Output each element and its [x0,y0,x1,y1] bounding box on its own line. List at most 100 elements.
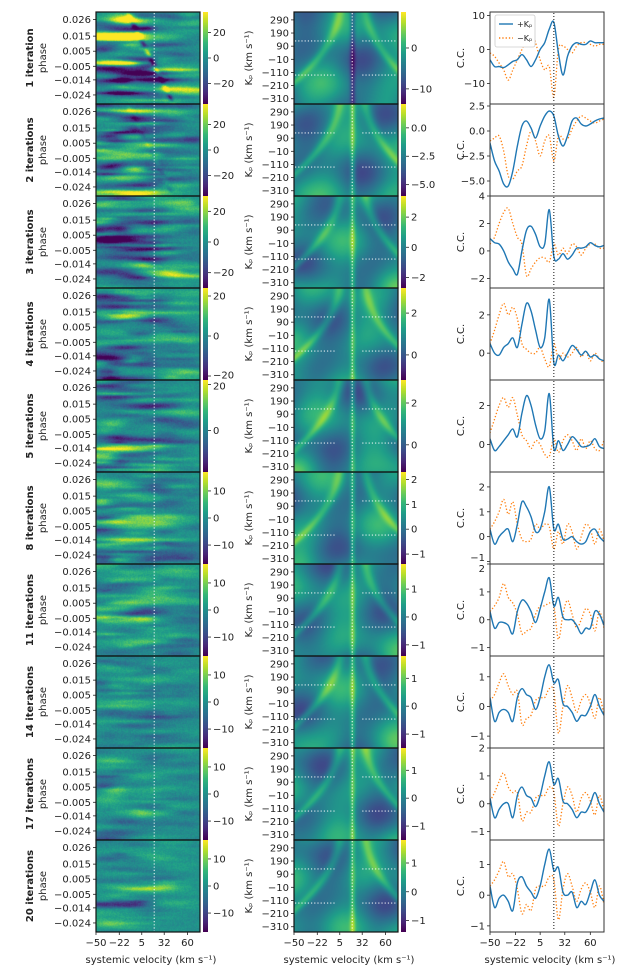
plus-kp-line [490,298,604,367]
colorbar [203,380,208,472]
kp-velocity-heatmap [294,564,398,656]
x-tick-label: −50 [479,938,500,949]
colorbar-tick-label: −1 [411,640,426,651]
cc-panel [490,564,604,656]
phase-velocity-heatmap [96,196,200,288]
colorbar-tick-label: −10 [213,909,234,920]
y-axis-label: phase [38,43,49,73]
y-tick-label: 190 [270,489,289,500]
y-tick-label: −0.014 [54,811,91,822]
y-axis-label: C.C. [456,876,467,896]
x-tick-label: 5 [337,938,343,949]
legend-label: −Kₚ [517,34,532,43]
colorbar-tick-label: 0 [213,54,219,65]
y-tick-label: −10 [268,699,289,710]
colorbar [203,472,208,564]
y-tick-label: 0.015 [62,124,91,135]
heatmap-frame [95,11,201,105]
colorbar-tick-label: 2 [411,475,417,486]
colorbar-tick-label: −20 [213,268,234,279]
phase-velocity-heatmap [96,564,200,656]
colorbar-tick-label: 0 [213,146,219,157]
y-axis-label: C.C. [456,508,467,528]
y-tick-label: −0.024 [54,366,91,377]
y-tick-label: 1 [479,860,485,871]
y-tick-label: −0.014 [54,627,91,638]
y-tick-label: −0.024 [54,458,91,469]
y-tick-label: −0.005 [54,798,91,809]
y-axis-label: Kₚ (km s⁻¹) [244,398,255,453]
plus-kp-line [490,576,604,635]
phase-velocity-heatmap [96,104,200,196]
x-tick-label: 5 [139,938,145,949]
colorbar-tick-label: 0 [213,426,219,437]
colorbar-tick-label: 10 [213,670,226,681]
y-axis-label: C.C. [456,48,467,68]
x-axis-label: systemic velocity (km s⁻¹) [86,955,217,966]
colorbar-tick-label: 0 [411,702,417,713]
kp-velocity-heatmap [294,12,398,104]
colorbar-tick-label: 20 [213,292,226,303]
y-tick-label: 0.015 [62,584,91,595]
colorbar [203,840,208,932]
y-tick-label: −0.014 [54,903,91,914]
colorbar-tick-label: 1 [411,859,417,870]
y-tick-label: −10 [268,147,289,158]
y-tick-label: −0.024 [54,918,91,929]
y-tick-label: −0.005 [54,522,91,533]
y-tick-label: −210 [262,633,289,644]
y-tick-label: −0.005 [54,154,91,165]
heatmap-frame [95,379,201,473]
colorbar-tick-label: −20 [213,79,234,90]
y-tick-label: 290 [270,751,289,762]
y-tick-label: −5.0 [461,177,485,188]
y-tick-label: 0.005 [62,415,91,426]
plus-kp-line [490,20,604,76]
plus-kp-line [490,110,604,188]
y-tick-label: −0.005 [54,430,91,441]
y-axis-label: phase [38,227,49,257]
y-tick-label: 1 [479,672,485,683]
y-tick-label: 0 [479,702,485,713]
y-tick-label: 0.026 [62,199,91,210]
x-tick-label: 60 [584,938,597,949]
heatmap-frame [293,287,399,381]
y-tick-label: 0.026 [62,107,91,118]
y-tick-label: 0.026 [62,291,91,302]
row-label: 4 iterations [25,301,36,366]
colorbar-tick-label: −10 [213,633,234,644]
colorbar-tick-label: 0 [213,882,219,893]
row-label: 17 iterations [25,758,36,830]
phase-velocity-heatmap [96,656,200,748]
y-tick-label: 0.005 [62,507,91,518]
cc-panel [490,104,604,196]
colorbar [401,196,406,288]
y-tick-label: 90 [276,226,289,237]
y-tick-label: −0.014 [54,535,91,546]
plus-kp-line [490,392,604,452]
y-tick-label: −210 [262,725,289,736]
colorbar-tick-label: −20 [213,370,234,381]
colorbar-tick-label: 0 [411,612,417,623]
y-axis-label: C.C. [456,600,467,620]
colorbar [401,656,406,748]
colorbar-tick-label: 2 [411,399,417,410]
y-tick-label: −310 [262,554,289,565]
y-tick-label: 2 [479,744,485,755]
y-tick-label: 90 [276,594,289,605]
minus-kp-line [490,115,604,181]
y-tick-label: 290 [270,107,289,118]
colorbar-tick-label: 1 [411,766,417,777]
colorbar [401,380,406,472]
y-tick-label: −310 [262,462,289,473]
y-tick-label: −0.005 [54,338,91,349]
y-axis-label: phase [38,319,49,349]
row-label: 8 iterations [25,485,36,550]
y-axis-label: C.C. [456,232,467,252]
colorbar [401,748,406,840]
y-tick-label: 0.015 [62,308,91,319]
y-tick-label: −0.005 [54,706,91,717]
colorbar-tick-label: −1 [411,822,426,833]
y-tick-label: −0.024 [54,274,91,285]
